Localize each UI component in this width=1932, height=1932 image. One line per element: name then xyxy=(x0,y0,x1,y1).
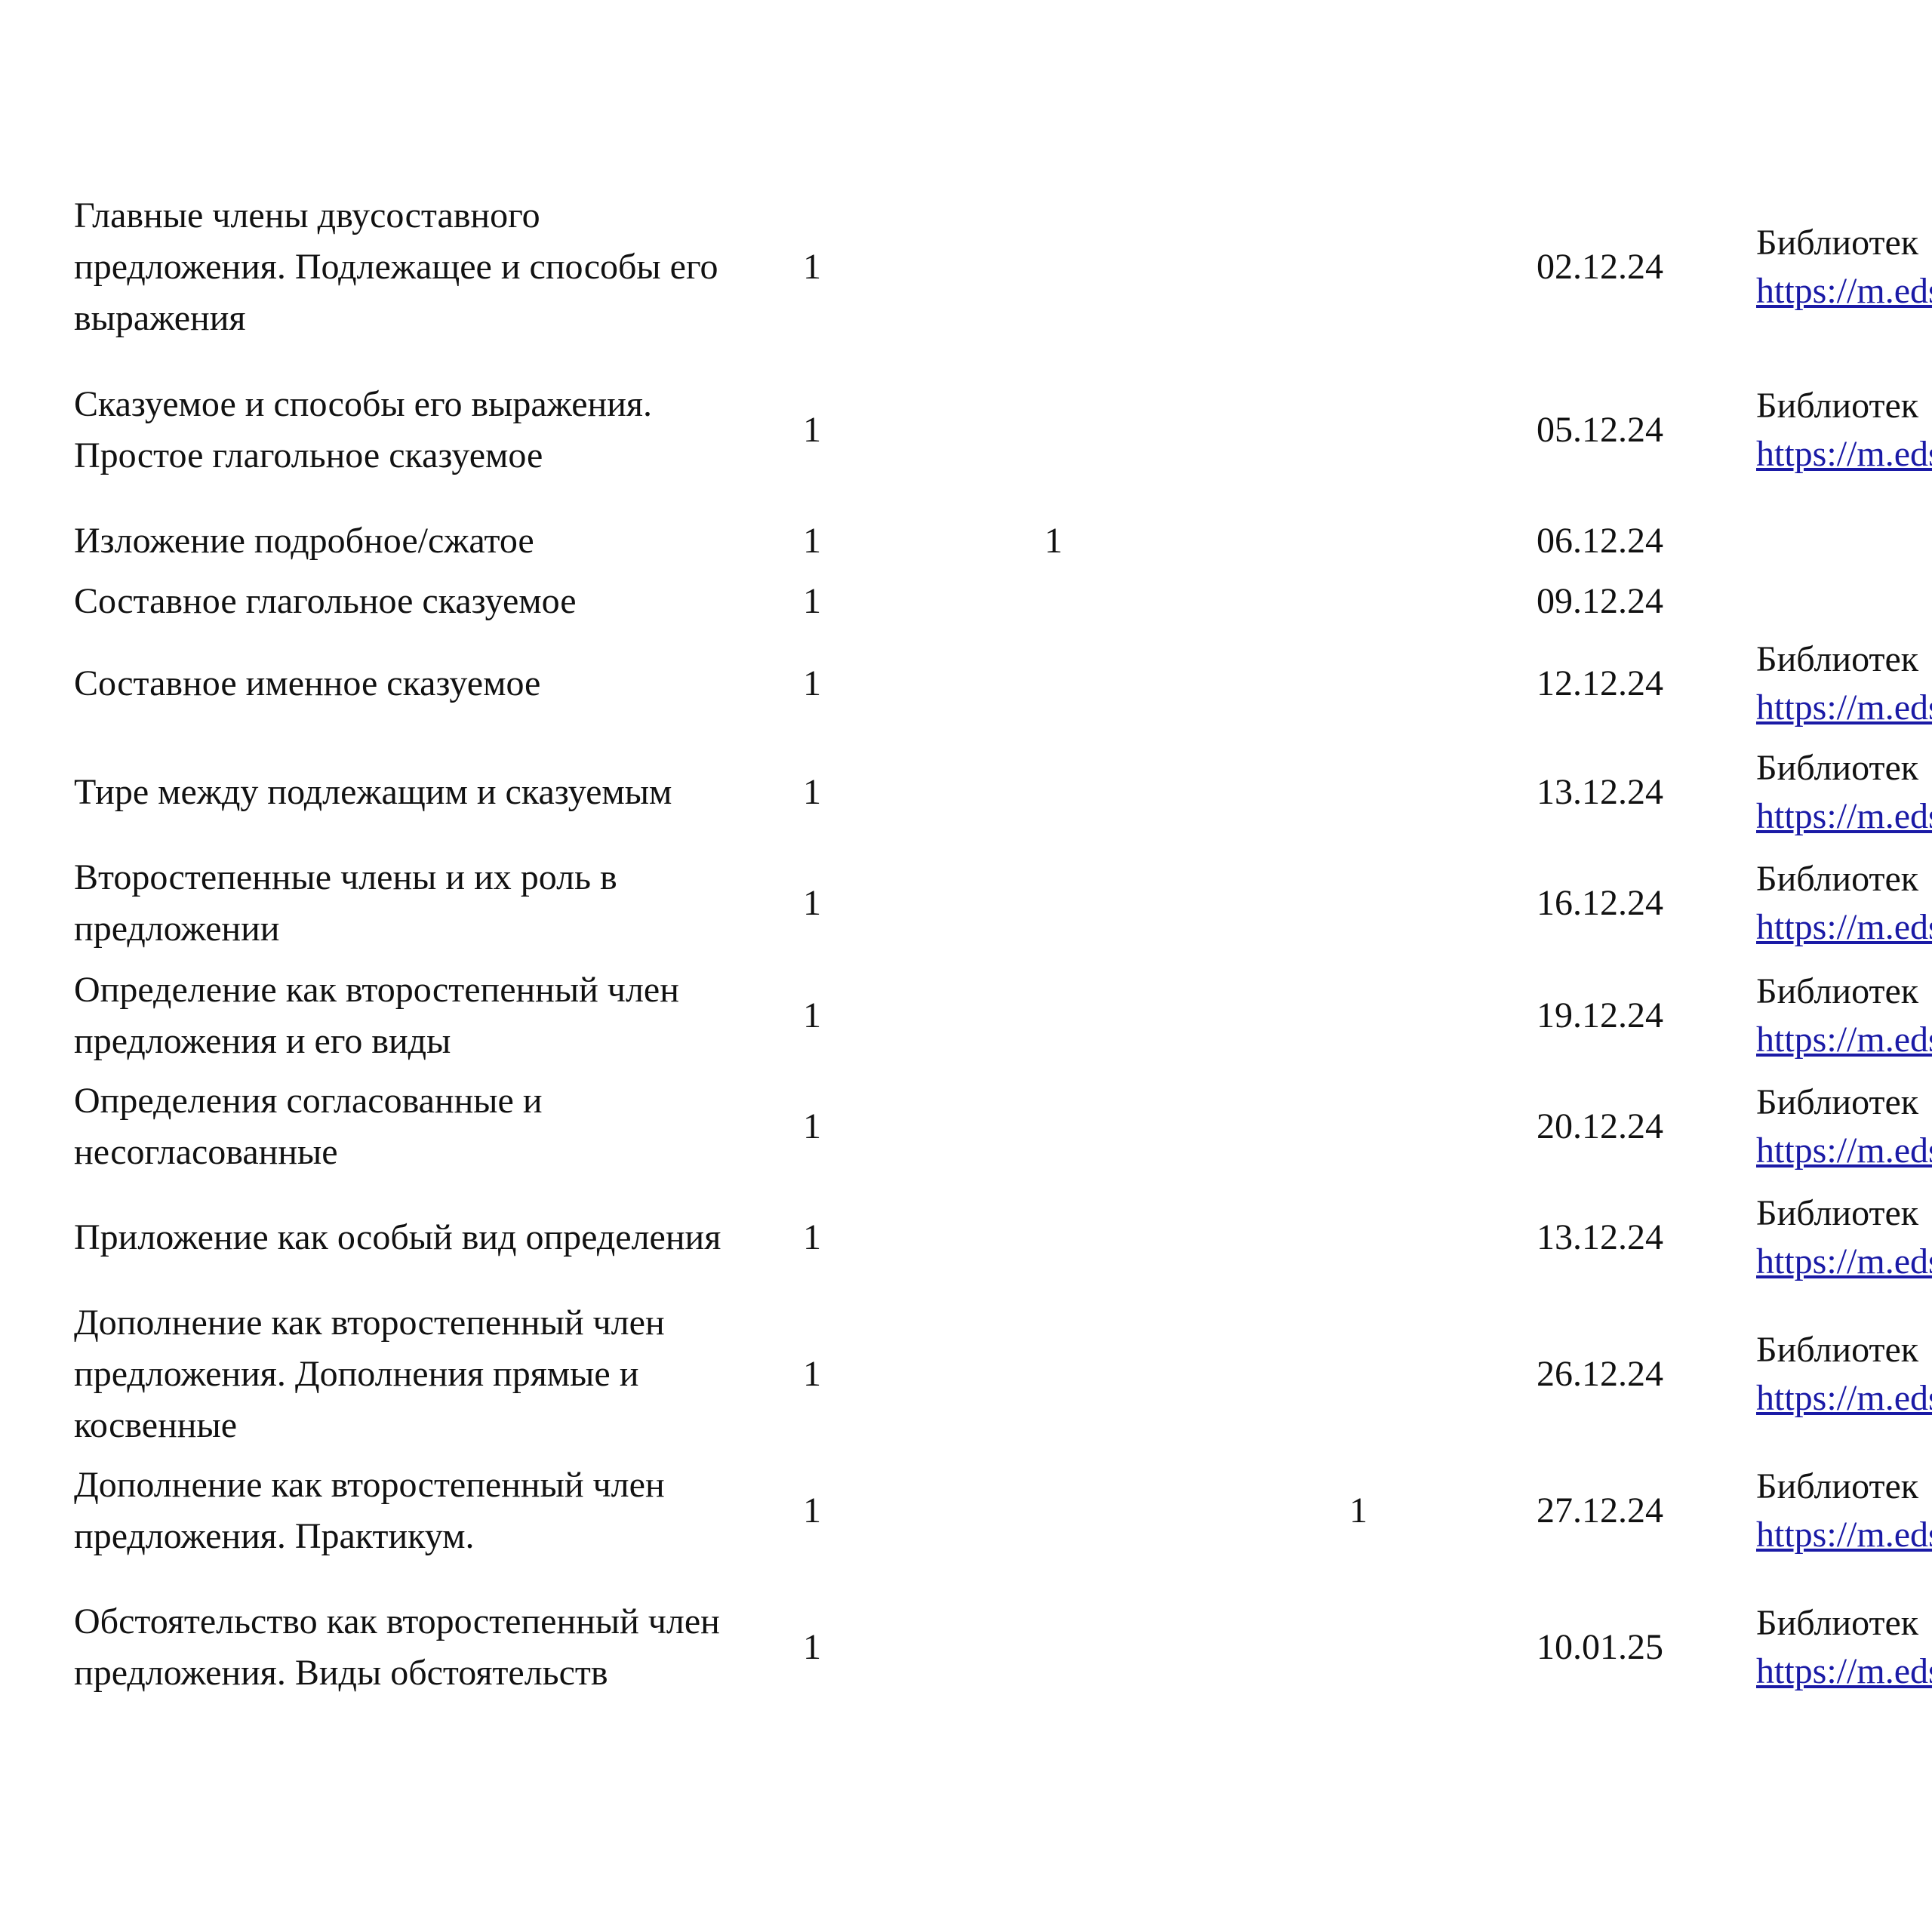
resource-link[interactable]: https://m.eds xyxy=(1756,1378,1932,1418)
hours-count: 1 xyxy=(803,995,821,1035)
resource-link[interactable]: https://m.eds xyxy=(1756,271,1932,311)
lesson-topic: Изложение подробное/сжатое xyxy=(74,521,534,561)
resource-cell: Библиотек https://m.eds xyxy=(1756,1189,1932,1286)
lesson-topic: Сказуемое и способы его выражения. Прост… xyxy=(74,384,652,475)
hours-count: 1 xyxy=(803,663,821,703)
resource-label: Библиотек xyxy=(1756,223,1919,263)
resource-cell: Библиотек https://m.eds xyxy=(1756,744,1932,841)
hours-count: 1 xyxy=(803,772,821,812)
practical-work-count: 1 xyxy=(1349,1491,1367,1531)
lesson-date: 19.12.24 xyxy=(1537,995,1663,1035)
resource-label: Библиотек xyxy=(1756,859,1919,899)
lesson-topic: Тире между подлежащим и сказуемым xyxy=(74,772,672,812)
hours-count: 1 xyxy=(803,1217,821,1257)
lesson-topic: Составное глагольное сказуемое xyxy=(74,581,577,621)
lesson-date: 12.12.24 xyxy=(1537,663,1663,703)
hours-count: 1 xyxy=(803,247,821,287)
lesson-date: 13.12.24 xyxy=(1537,772,1663,812)
resource-link[interactable]: https://m.eds xyxy=(1756,1241,1932,1281)
hours-count: 1 xyxy=(803,883,821,923)
lesson-topic: Главные члены двусоставного предложения.… xyxy=(74,195,718,338)
resource-link[interactable]: https://m.eds xyxy=(1756,688,1932,728)
resource-link[interactable]: https://m.eds xyxy=(1756,1515,1932,1555)
hours-count: 1 xyxy=(803,1627,821,1667)
resource-link[interactable]: https://m.eds xyxy=(1756,907,1932,947)
resource-link[interactable]: https://m.eds xyxy=(1756,434,1932,474)
resource-cell: Библиотек https://m.eds xyxy=(1756,635,1932,732)
control-work-count: 1 xyxy=(1044,521,1063,561)
resource-link[interactable]: https://m.eds xyxy=(1756,1020,1932,1060)
resource-label: Библиотек xyxy=(1756,1330,1919,1370)
lesson-topic: Обстоятельство как второстепенный член п… xyxy=(74,1601,720,1693)
resource-label: Библиотек xyxy=(1756,1466,1919,1506)
hours-count: 1 xyxy=(803,521,821,561)
lesson-topic: Определения согласованные и несогласован… xyxy=(74,1081,543,1172)
resource-cell: Библиотек https://m.eds xyxy=(1756,855,1932,952)
resource-cell: Библиотек https://m.eds xyxy=(1756,1078,1932,1175)
lesson-date: 27.12.24 xyxy=(1537,1491,1663,1531)
resource-label: Библиотек xyxy=(1756,1193,1919,1233)
lesson-date: 06.12.24 xyxy=(1537,521,1663,561)
resource-cell: Библиотек https://m.eds xyxy=(1756,968,1932,1064)
lesson-date: 26.12.24 xyxy=(1537,1354,1663,1394)
resource-link[interactable]: https://m.eds xyxy=(1756,796,1932,836)
resource-link[interactable]: https://m.eds xyxy=(1756,1651,1932,1691)
lesson-topic: Приложение как особый вид определения xyxy=(74,1217,721,1257)
resource-link[interactable]: https://m.eds xyxy=(1756,1131,1932,1171)
resource-label: Библиотек xyxy=(1756,639,1919,679)
resource-label: Библиотек xyxy=(1756,971,1919,1011)
hours-count: 1 xyxy=(803,581,821,621)
lesson-date: 09.12.24 xyxy=(1537,581,1663,621)
resource-label: Библиотек xyxy=(1756,1082,1919,1122)
resource-cell: Библиотек https://m.eds xyxy=(1756,1326,1932,1423)
lesson-topic: Дополнение как второстепенный член предл… xyxy=(74,1465,665,1556)
lesson-date: 02.12.24 xyxy=(1537,247,1663,287)
resource-label: Библиотек xyxy=(1756,386,1919,426)
lesson-topic: Определение как второстепенный член пред… xyxy=(74,970,679,1061)
hours-count: 1 xyxy=(803,1354,821,1394)
lesson-date: 13.12.24 xyxy=(1537,1217,1663,1257)
lesson-topic: Составное именное сказуемое xyxy=(74,663,541,703)
lesson-topic: Второстепенные члены и их роль в предлож… xyxy=(74,857,617,949)
resource-label: Библиотек xyxy=(1756,748,1919,788)
lesson-date: 20.12.24 xyxy=(1537,1106,1663,1146)
lesson-topic: Дополнение как второстепенный член предл… xyxy=(74,1303,665,1445)
hours-count: 1 xyxy=(803,1491,821,1531)
lesson-date: 16.12.24 xyxy=(1537,883,1663,923)
resource-cell: Библиотек https://m.eds xyxy=(1756,382,1932,478)
hours-count: 1 xyxy=(803,410,821,450)
resource-cell: Библиотек https://m.eds xyxy=(1756,1599,1932,1696)
hours-count: 1 xyxy=(803,1106,821,1146)
lesson-date: 10.01.25 xyxy=(1537,1627,1663,1667)
resource-cell: Библиотек https://m.eds xyxy=(1756,1463,1932,1559)
resource-label: Библиотек xyxy=(1756,1603,1919,1643)
resource-cell: Библиотек https://m.eds xyxy=(1756,219,1932,315)
lesson-date: 05.12.24 xyxy=(1537,410,1663,450)
